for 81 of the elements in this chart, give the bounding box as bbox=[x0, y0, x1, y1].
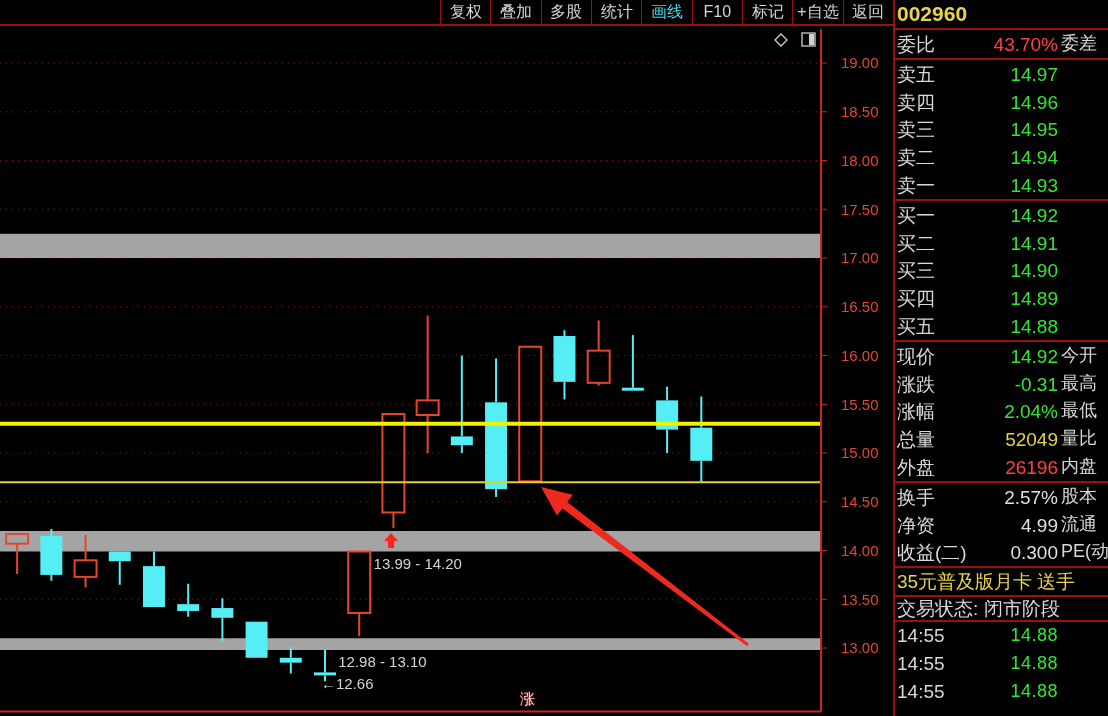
category-label: 股本 bbox=[1061, 485, 1097, 506]
category-label: 最高 bbox=[1061, 372, 1097, 393]
y-tick-label: 14.50 bbox=[841, 493, 879, 511]
category-label: 卖一 14.93 bbox=[897, 174, 1058, 196]
category-label: +自选 bbox=[792, 0, 843, 24]
y-tick-label: 15.50 bbox=[841, 395, 879, 413]
text: 002960 bbox=[896, 1, 969, 27]
category-label: 收益(二) 0.300 bbox=[897, 542, 1058, 564]
category-label: 买五 14.88 bbox=[897, 315, 1058, 337]
y-tick-label: 17.00 bbox=[841, 249, 879, 267]
y-tick-label: 18.50 bbox=[841, 103, 879, 121]
candlestick bbox=[450, 354, 473, 455]
category-label: 叠加 bbox=[490, 0, 541, 24]
category-label: 卖五 14.97 bbox=[897, 63, 1058, 85]
text: 14.88 bbox=[1010, 652, 1058, 673]
candlestick bbox=[347, 550, 372, 638]
category-label: 14:55 bbox=[897, 679, 945, 704]
candlestick bbox=[40, 528, 63, 582]
category-label: F10 bbox=[691, 0, 742, 24]
candlestick bbox=[553, 329, 576, 401]
y-tick-label: 16.00 bbox=[841, 346, 879, 364]
category-label: 委差 bbox=[1061, 33, 1097, 53]
y-tick-label: 15.00 bbox=[841, 444, 879, 462]
y-tick-label: 18.00 bbox=[841, 151, 879, 169]
band-label: 13.99 - 14.20 bbox=[373, 554, 462, 572]
category-label: 多股 bbox=[540, 0, 591, 24]
category-label: 买四 14.89 bbox=[897, 288, 1058, 310]
category-label: 量比 bbox=[1061, 428, 1097, 449]
category-label: 内盘 bbox=[1061, 455, 1097, 476]
y-tick-label: 13.50 bbox=[841, 590, 879, 608]
category-label: 买一 14.92 bbox=[897, 204, 1058, 226]
text: 14.88 bbox=[1010, 625, 1058, 645]
y-tick-label: 16.50 bbox=[841, 298, 879, 316]
candlestick bbox=[245, 621, 268, 658]
category-label: 卖三 14.95 bbox=[897, 119, 1058, 141]
band-label: 12.98 - 13.10 bbox=[338, 652, 427, 670]
category-label: 净资 4.99 bbox=[897, 514, 1058, 536]
y-tick-label: 19.00 bbox=[841, 54, 879, 72]
category-label: 14:55 bbox=[897, 651, 945, 676]
category-label: 涨幅 2.04% bbox=[897, 401, 1058, 423]
candlestick bbox=[415, 314, 440, 455]
category-label: 标记 bbox=[741, 0, 793, 24]
category-label: 流通 bbox=[1061, 513, 1097, 534]
category-label: 统计 bbox=[590, 0, 642, 24]
y-tick-label: 13.00 bbox=[841, 639, 879, 657]
candlestick bbox=[518, 345, 543, 483]
y-tick-label: 17.50 bbox=[841, 200, 879, 218]
candlestick bbox=[142, 550, 165, 608]
text: 35元普及版月卡 送手 bbox=[896, 570, 1077, 595]
candlestick bbox=[279, 646, 302, 675]
category-label: 返回 bbox=[842, 0, 893, 24]
candlestick bbox=[5, 532, 30, 575]
candlestick bbox=[485, 357, 508, 498]
category-label: 画线 bbox=[641, 0, 692, 24]
category-label: 卖四 14.96 bbox=[897, 91, 1058, 113]
category-label: 买三 14.90 bbox=[897, 260, 1058, 282]
candlestick bbox=[177, 582, 200, 618]
category-label: PE(动 bbox=[1061, 541, 1108, 562]
category-label: 买二 14.91 bbox=[897, 232, 1058, 254]
category-label: 换手 2.57% bbox=[897, 486, 1058, 508]
category-label: 现价 14.92 bbox=[897, 345, 1058, 367]
category-label: 外盘 26196 bbox=[897, 456, 1058, 478]
candlestick bbox=[73, 533, 98, 589]
annotation: ←12.66 bbox=[321, 675, 374, 693]
category-label: 今开 bbox=[1061, 344, 1097, 365]
category-label: 委比 43.70% bbox=[897, 34, 1058, 55]
candlestick bbox=[108, 551, 131, 586]
category-label: 14:55 bbox=[897, 624, 945, 648]
category-label: 总量 52049 bbox=[897, 429, 1058, 451]
candlestick bbox=[690, 395, 713, 484]
text: 交易状态: 闭市阶段 bbox=[896, 597, 1061, 621]
y-tick-label: 14.00 bbox=[841, 541, 879, 559]
category-label: 复权 bbox=[440, 0, 491, 24]
category-label: 最低 bbox=[1061, 400, 1097, 421]
candlestick bbox=[381, 413, 406, 530]
category-label: 卖二 14.94 bbox=[897, 147, 1058, 169]
text: 14.88 bbox=[1010, 680, 1058, 701]
candlestick bbox=[621, 334, 644, 391]
annotation: 涨 bbox=[520, 690, 535, 708]
category-label: 涨跌 -0.31 bbox=[897, 373, 1058, 395]
candlestick bbox=[211, 597, 234, 643]
